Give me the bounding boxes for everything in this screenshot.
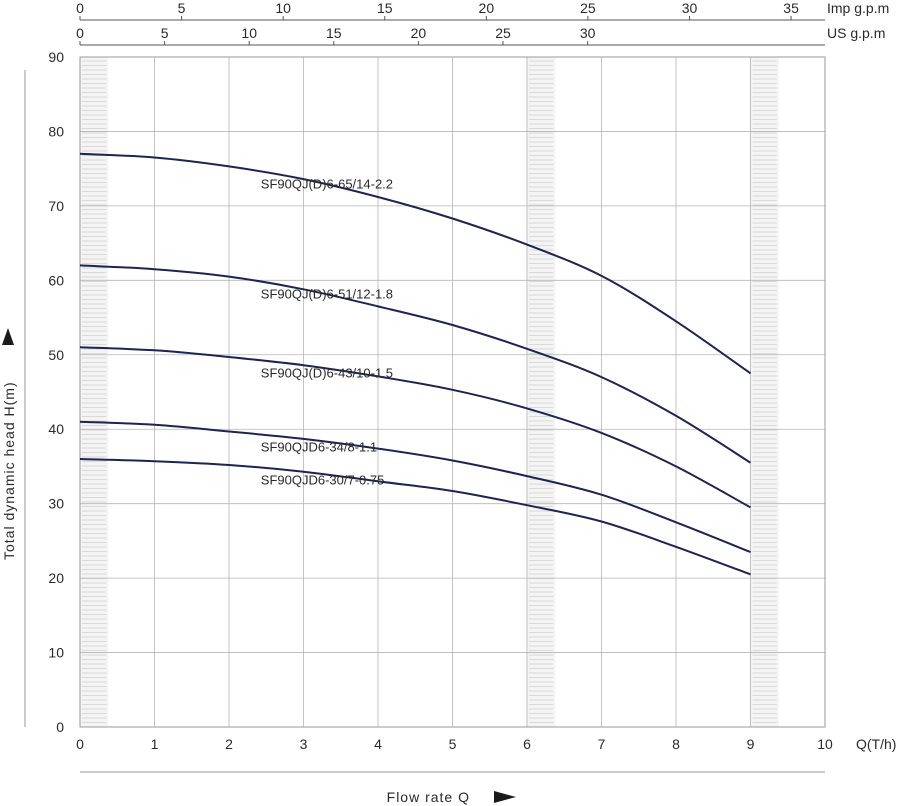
y-tick-label: 30 [48,496,64,512]
top-axis-tick-label: 25 [495,25,511,41]
x-unit-label: Q(T/h) [856,736,896,752]
curve-label: SF90QJ(D)6-51/12-1.8 [261,287,393,302]
top-axis-tick-label: 10 [275,0,291,16]
curve-line [79,152,752,375]
curve-line [79,420,751,554]
top-axis-unit-label: Imp g.p.m [827,0,889,16]
top-axes: 0 5 10 15 20 25 30 35 Imp g.p.m0 5 10 15 20 25 30 US g.… [76,0,889,46]
top-axis-tick-label: 10 [241,25,257,41]
x-tick-label: 8 [672,736,680,752]
top-axis-tick-label: 5 [178,0,186,16]
x-tick-label: 6 [523,736,531,752]
top-axis-tick-label: 30 [682,0,698,16]
x-tick-label: 3 [300,736,308,752]
y-tick-label: 70 [48,198,64,214]
plot-frame [79,56,826,728]
curve-line [79,458,751,576]
top-axis-tick-label: 20 [479,0,495,16]
y-tick-label: 60 [48,272,64,288]
x-tick-label: 0 [76,736,84,752]
curve-label: SF90QJ(D)6-43/10-1.5 [261,365,393,380]
y-tick-label: 90 [48,49,64,65]
shaded-column-6 [527,57,556,727]
y-tick-label: 10 [48,645,64,661]
x-tick-label: 10 [817,736,833,752]
x-arrow-icon [494,791,516,803]
x-axis-title: Flow rate Q [387,789,470,805]
shaded-columns [80,57,779,727]
shaded-column-9 [750,57,779,727]
y-tick-label: 50 [48,347,64,363]
x-tick-label: 9 [747,736,755,752]
top-axis-tick-label: 15 [377,0,393,16]
curve-label: SF90QJD6-30/7-0.75 [261,473,385,488]
curve-label: SF90QJD6-34/8-1.1 [261,439,377,454]
curve-line [79,346,751,509]
top-axis-tick-label: 20 [411,25,427,41]
top-axis-tick-label: 35 [783,0,799,16]
curve-labels: SF90QJ(D)6-65/14-2.2 SF90QJ(D)6-51/12-1.8… [261,176,393,487]
top-axis-tick-label: 15 [326,25,342,41]
top-axis-tick-label: 5 [161,25,169,41]
x-tick-label: 5 [449,736,457,752]
top-axis-tick-label: 30 [580,25,596,41]
y-tick-label: 20 [48,570,64,586]
x-axis-ticks: 0 1 2 3 4 5 6 7 8 9 10 [76,736,833,752]
x-tick-label: 7 [598,736,606,752]
shaded-column-0 [80,57,109,727]
y-arrow-icon [2,328,14,345]
curve-label: SF90QJ(D)6-65/14-2.2 [261,176,393,191]
x-tick-label: 1 [151,736,159,752]
grid-lines [79,56,826,728]
top-axis-tick-label: 25 [580,0,596,16]
y-tick-label: 40 [48,421,64,437]
x-tick-label: 4 [374,736,382,752]
top-axis-tick-label: 0 [76,25,84,41]
curves [79,152,752,576]
top-axis-tick-label: 0 [76,0,84,16]
top-axis-unit-label: US g.p.m [827,25,885,41]
y-tick-label: 0 [56,719,64,735]
curve-line [79,264,752,464]
y-tick-label: 80 [48,123,64,139]
x-tick-label: 2 [225,736,233,752]
y-axis-title: Total dynamic head H(m) [1,381,17,560]
y-axis-ticks: 0 10 20 30 40 50 60 70 80 90 [48,49,64,735]
